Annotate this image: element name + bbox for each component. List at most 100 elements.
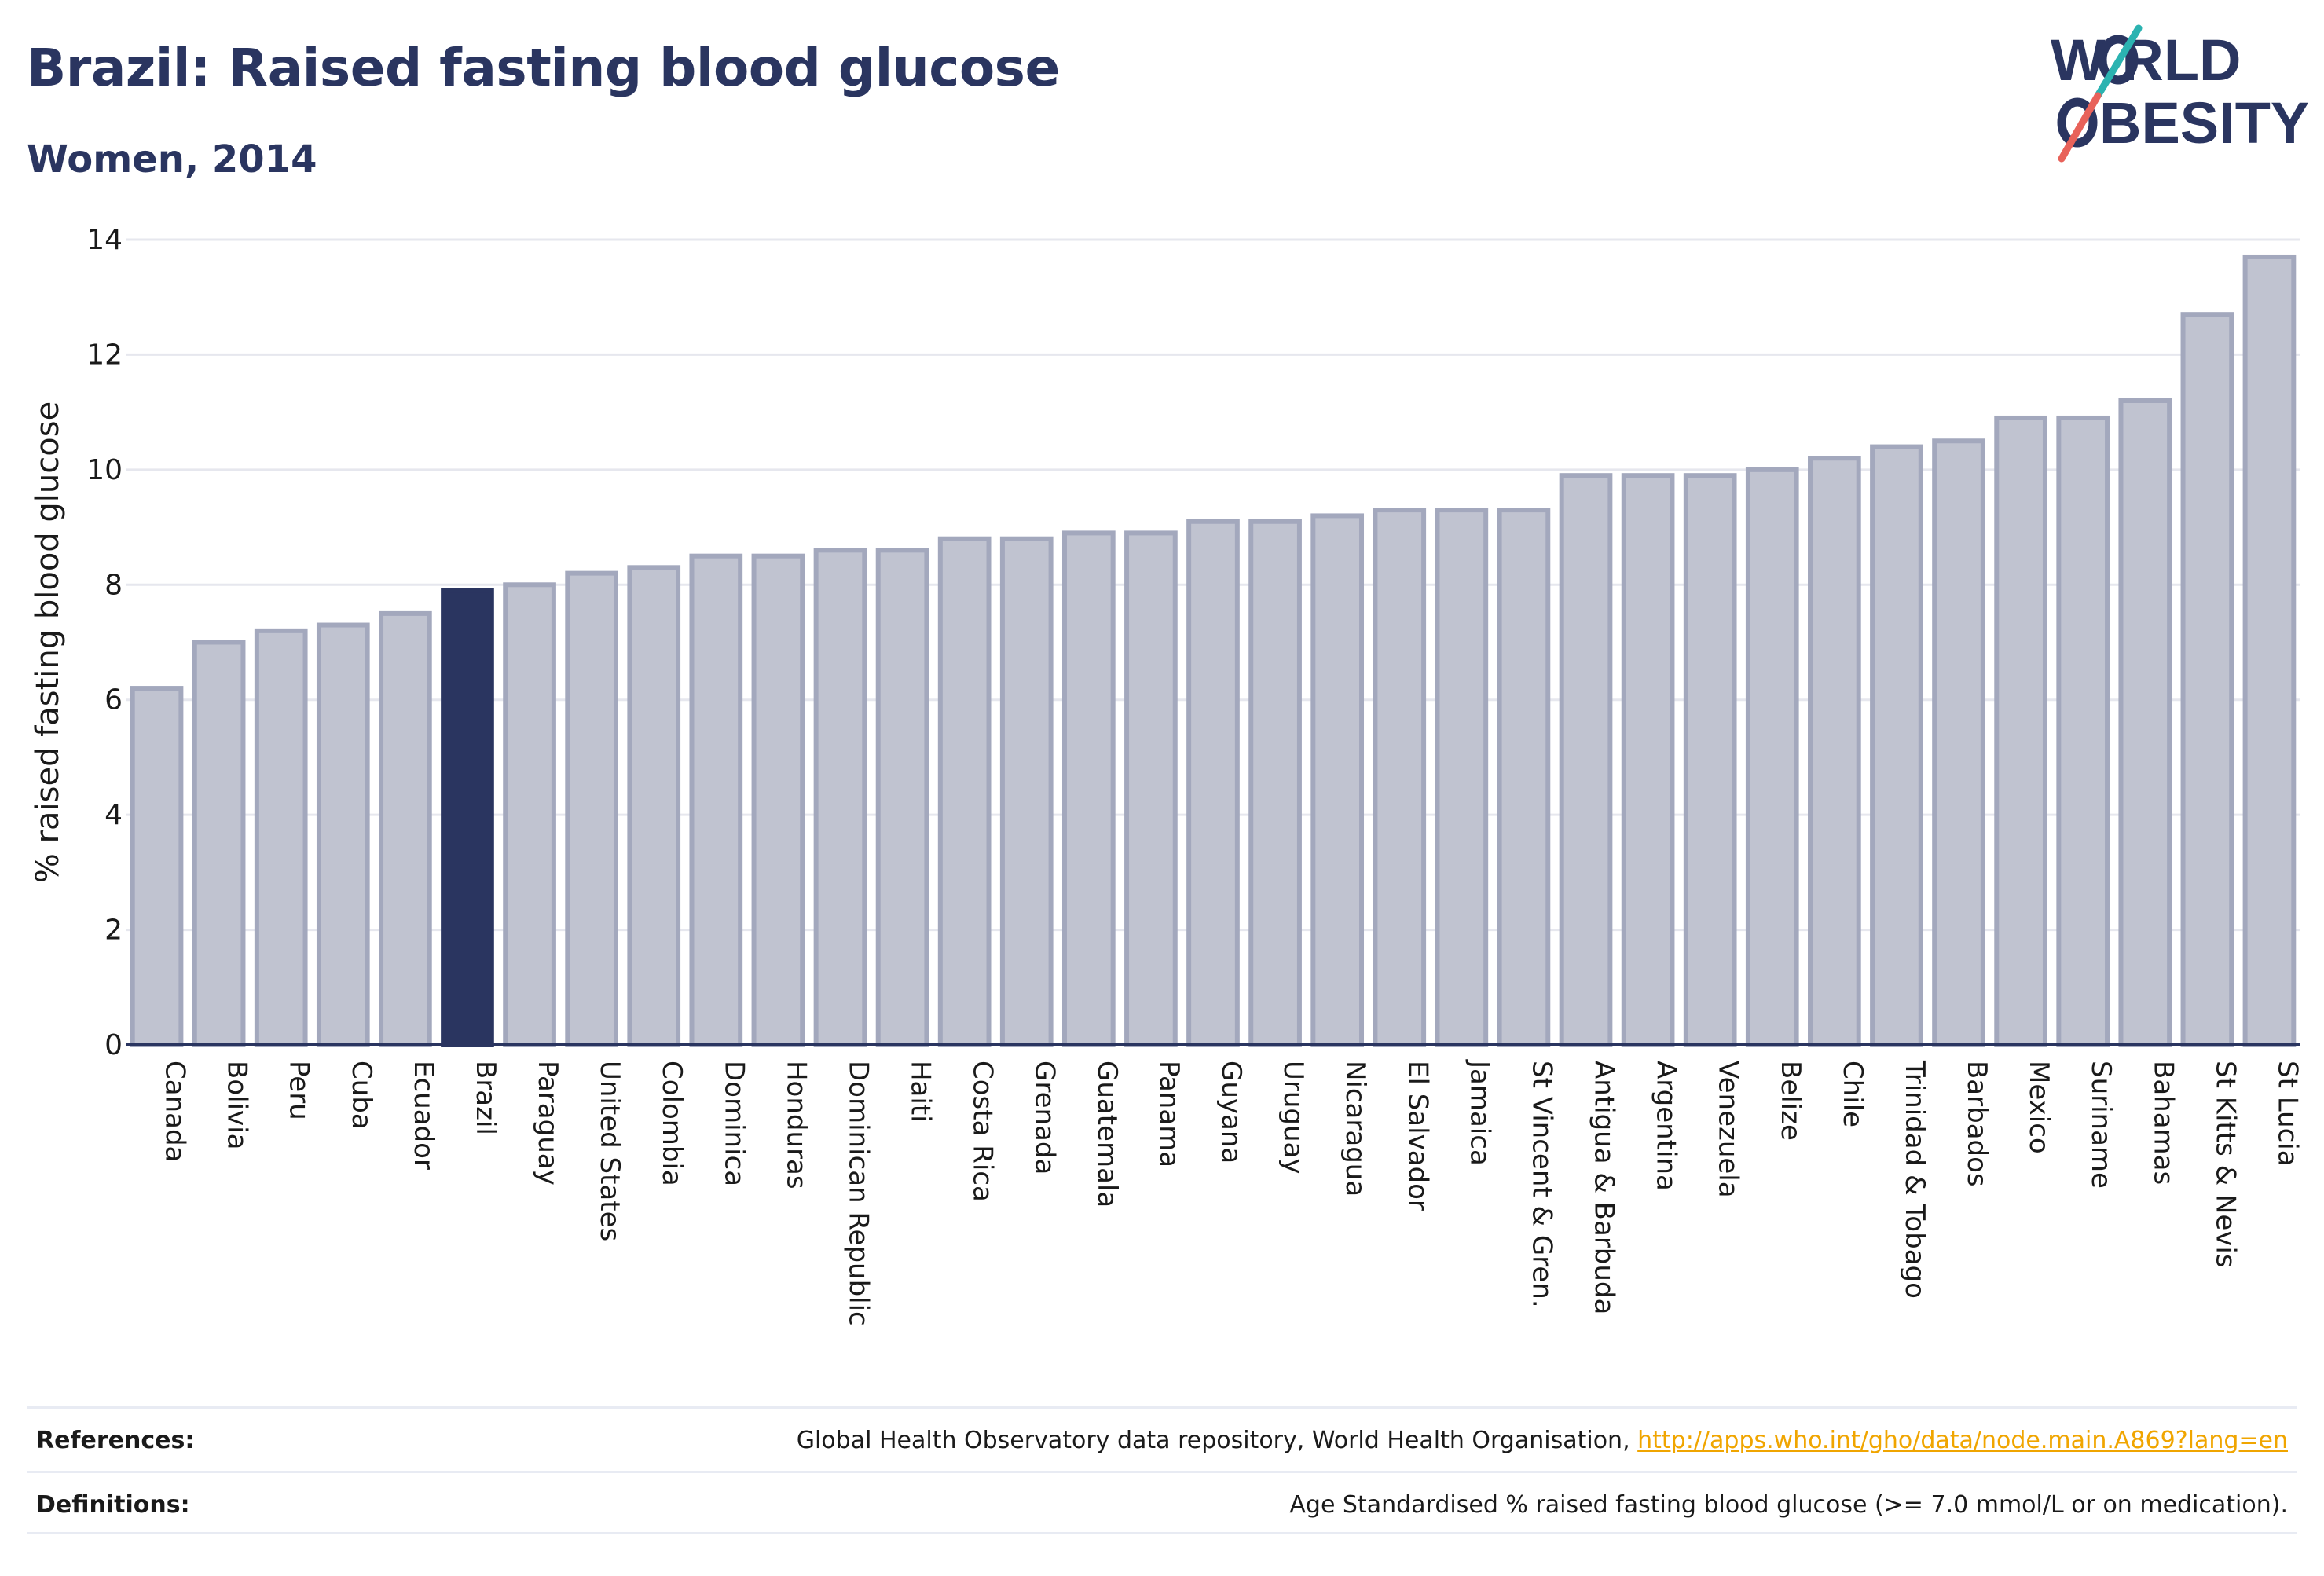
bar-grenada xyxy=(999,536,1054,1047)
bar-mexico xyxy=(1994,415,2047,1047)
bar-venezuela xyxy=(1683,473,1737,1047)
bar-suriname xyxy=(2056,415,2110,1047)
bar-trinidad-tobago xyxy=(1870,444,1923,1047)
x-tick-label: Dominica xyxy=(718,1061,750,1186)
bar-el-salvador xyxy=(1373,508,1427,1047)
bar-guatemala xyxy=(1061,530,1116,1047)
x-tick-label: Haiti xyxy=(905,1061,937,1123)
bar-haiti xyxy=(875,548,929,1047)
x-tick-label: Panama xyxy=(1153,1061,1185,1167)
bars xyxy=(130,254,2297,1047)
x-tick-label: El Salvador xyxy=(1402,1061,1433,1211)
bar-cuba xyxy=(316,622,370,1047)
references-label: References: xyxy=(36,1426,195,1454)
x-tick-label: Canada xyxy=(159,1061,191,1162)
world-obesity-logo: W RLD BESITY xyxy=(2051,24,2309,163)
bar-brazil xyxy=(441,588,494,1047)
x-tick-label: Trinidad & Tobago xyxy=(1899,1060,1930,1299)
y-tick-label: 6 xyxy=(104,684,123,717)
x-tick-label: Venezuela xyxy=(1713,1061,1744,1198)
x-tick-label: Argentina xyxy=(1651,1061,1682,1191)
bar-nicaragua xyxy=(1310,513,1365,1047)
x-tick-label: Belize xyxy=(1775,1061,1806,1141)
bar-barbados xyxy=(1932,438,1985,1047)
y-tick-label: 4 xyxy=(104,799,123,831)
x-tick-label: Ecuador xyxy=(408,1061,439,1170)
y-axis-label: % raised fasting blood glucose xyxy=(30,401,66,883)
logo-line2: BESITY xyxy=(2099,90,2309,156)
logo-line1: W RLD xyxy=(2051,27,2242,93)
definitions-value: Age Standardised % raised fasting blood … xyxy=(1289,1490,2288,1519)
x-tick-label: Barbados xyxy=(1961,1061,1992,1187)
bar-st-vincent-gren- xyxy=(1497,508,1551,1047)
logo-slash-bottom xyxy=(2058,92,2102,163)
x-tick-label: Brazil xyxy=(470,1061,501,1135)
y-tick-label: 8 xyxy=(104,569,123,601)
bar-chile xyxy=(1808,456,1861,1047)
bar-guyana xyxy=(1186,519,1240,1047)
bar-panama xyxy=(1124,530,1178,1047)
y-tick-label: 10 xyxy=(86,454,123,486)
y-tick-label: 2 xyxy=(104,914,123,947)
x-tick-label: Paraguay xyxy=(532,1061,563,1186)
x-tick-label: Guatemala xyxy=(1091,1061,1123,1208)
bar-colombia xyxy=(627,565,681,1047)
bar-peru xyxy=(254,628,308,1047)
x-tick-label: Chile xyxy=(1837,1061,1868,1127)
x-tick-label: St Kitts & Nevis xyxy=(2209,1061,2241,1268)
x-tick-label: Dominican Republic xyxy=(842,1061,874,1326)
x-tick-label: Nicaragua xyxy=(1340,1061,1371,1197)
bar-united-states xyxy=(565,570,618,1047)
footer-divider xyxy=(27,1532,2297,1534)
definitions-row: Definitions: Age Standardised % raised f… xyxy=(27,1471,2297,1536)
bar-ecuador xyxy=(379,610,432,1047)
x-tick-label: Antigua & Barbuda xyxy=(1589,1061,1620,1314)
definitions-label: Definitions: xyxy=(36,1490,190,1519)
x-tick-label: St Vincent & Gren. xyxy=(1526,1061,1557,1308)
bar-bahamas xyxy=(2118,398,2172,1047)
bar-paraguay xyxy=(503,582,556,1047)
bar-uruguay xyxy=(1248,519,1302,1047)
x-tick-label: Suriname xyxy=(2085,1061,2117,1189)
references-text: Global Health Observatory data repositor… xyxy=(796,1426,1638,1454)
y-tick-label: 14 xyxy=(86,224,123,256)
logo-slash-top xyxy=(2094,24,2143,100)
chart-subtitle: Women, 2014 xyxy=(27,137,317,181)
y-tick-label: 12 xyxy=(86,339,123,371)
x-axis-labels: Canada Bolivia Peru Cuba Ecuador Brazil Paragu… xyxy=(159,1059,2304,1326)
x-tick-label: Colombia xyxy=(656,1061,687,1186)
x-tick-label: Cuba xyxy=(346,1061,377,1130)
bar-dominican-republic xyxy=(813,548,867,1047)
x-tick-label: Costa Rica xyxy=(967,1061,999,1202)
bar-bolivia xyxy=(192,640,246,1047)
bar-honduras xyxy=(751,553,805,1047)
references-link[interactable]: http://apps.who.int/gho/data/node.main.A… xyxy=(1637,1426,2288,1454)
x-tick-label: Honduras xyxy=(780,1061,812,1189)
y-tick-label: 0 xyxy=(104,1029,123,1061)
x-tick-label: Peru xyxy=(284,1061,315,1120)
x-tick-label: St Lucia xyxy=(2271,1061,2303,1167)
logo-o-bottom xyxy=(2057,97,2098,148)
x-tick-label: Uruguay xyxy=(1277,1061,1309,1175)
chart-title: Brazil: Raised fasting blood glucose xyxy=(27,38,1060,98)
y-axis-ticks: 0 2 4 6 8 10 12 14 xyxy=(86,224,123,1061)
x-tick-label: Grenada xyxy=(1029,1061,1061,1175)
bar-argentina xyxy=(1621,473,1675,1047)
x-tick-label: United States xyxy=(594,1061,625,1241)
references-row: References: Global Health Observatory da… xyxy=(27,1406,2297,1472)
x-tick-label: Bahamas xyxy=(2147,1061,2179,1185)
bar-st-kitts-nevis xyxy=(2180,312,2234,1047)
references-value: Global Health Observatory data repositor… xyxy=(797,1427,2288,1454)
x-tick-label: Jamaica xyxy=(1464,1059,1495,1166)
bar-st-lucia xyxy=(2242,254,2297,1047)
bar-jamaica xyxy=(1435,508,1489,1047)
bar-dominica xyxy=(689,553,743,1047)
bar-antigua-barbuda xyxy=(1559,473,1613,1047)
bar-costa-rica xyxy=(937,536,992,1047)
bar-chart: 0 2 4 6 8 10 12 14 Canada Bolivia Peru Cuba Ecuador… xyxy=(30,224,2304,1326)
bar-canada xyxy=(130,686,184,1047)
logo-o-top xyxy=(2098,35,2139,85)
x-tick-label: Mexico xyxy=(2023,1061,2055,1154)
x-tick-label: Guyana xyxy=(1215,1061,1247,1164)
bar-belize xyxy=(1745,467,1799,1047)
